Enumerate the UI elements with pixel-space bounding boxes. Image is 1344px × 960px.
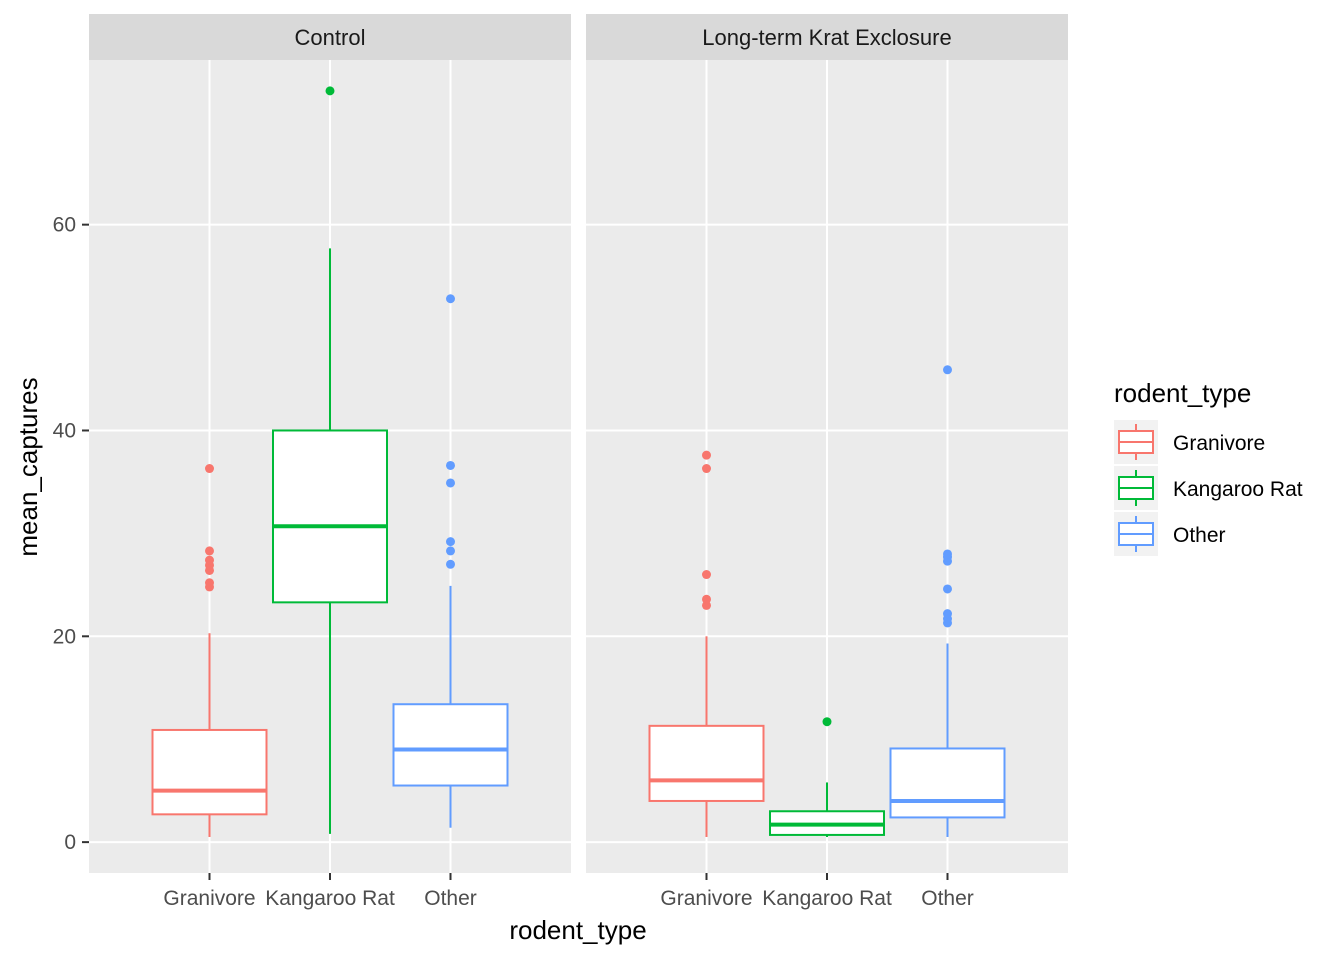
box-other bbox=[889, 365, 1006, 837]
y-axis-title: mean_captures bbox=[13, 377, 43, 556]
outlier-point bbox=[446, 478, 455, 488]
outlier-point bbox=[822, 717, 832, 727]
legend-label: Other bbox=[1173, 524, 1226, 547]
legend-label: Kangaroo Rat bbox=[1173, 478, 1303, 501]
x-tick-label: Other bbox=[921, 887, 974, 910]
outlier-point bbox=[446, 537, 455, 547]
box-kangaroo-rat bbox=[769, 717, 885, 837]
boxes bbox=[151, 86, 509, 837]
outlier-point bbox=[446, 559, 455, 569]
outlier-point bbox=[205, 464, 214, 474]
box-iqr bbox=[151, 728, 268, 816]
legend-title: rodent_type bbox=[1114, 378, 1251, 408]
x-axis-title: rodent_type bbox=[509, 915, 646, 945]
legend-item-kangaroo-rat: Kangaroo Rat bbox=[1114, 466, 1303, 510]
y-tick-label: 20 bbox=[53, 625, 76, 648]
outlier-point bbox=[205, 546, 214, 556]
box-iqr bbox=[889, 747, 1006, 819]
outlier-point bbox=[702, 464, 711, 474]
outlier-point bbox=[943, 584, 952, 594]
box-iqr bbox=[392, 703, 509, 787]
strip-label: Control bbox=[295, 25, 366, 50]
legend-item-granivore: Granivore bbox=[1114, 420, 1265, 464]
x-tick-label: Other bbox=[424, 887, 477, 910]
y-tick-label: 60 bbox=[53, 214, 76, 237]
boxes bbox=[648, 365, 1006, 837]
outlier-point bbox=[943, 365, 952, 375]
strip-label: Long-term Krat Exclosure bbox=[702, 25, 951, 50]
y-tick-label: 40 bbox=[53, 419, 76, 442]
legend-items: Granivore Kangaroo Rat Other bbox=[1114, 420, 1303, 556]
box-kangaroo-rat bbox=[272, 86, 388, 834]
box-iqr bbox=[272, 429, 388, 604]
facet-panel-exclosure: Long-term Krat Exclosure bbox=[586, 14, 1068, 873]
y-tick-label: 0 bbox=[64, 831, 76, 854]
outlier-point bbox=[702, 594, 711, 604]
facet-panel-control: Control bbox=[89, 14, 571, 873]
outlier-point bbox=[943, 549, 952, 559]
outlier-point bbox=[702, 600, 711, 610]
strip-background bbox=[586, 14, 1068, 60]
outlier-point bbox=[446, 294, 455, 304]
box-granivore bbox=[151, 464, 268, 837]
outlier-point bbox=[702, 450, 711, 460]
x-tick-label: Kangaroo Rat bbox=[265, 887, 395, 910]
outlier-point bbox=[205, 578, 214, 588]
box-granivore bbox=[648, 450, 765, 837]
outlier-point bbox=[325, 86, 335, 96]
box-other bbox=[392, 294, 509, 828]
outlier-point bbox=[205, 555, 214, 565]
outlier-point bbox=[446, 460, 455, 470]
outlier-point bbox=[943, 609, 952, 619]
legend-label: Granivore bbox=[1173, 432, 1265, 455]
legend: rodent_type Granivore Kangaroo Rat Other bbox=[1114, 378, 1303, 556]
legend-item-other: Other bbox=[1114, 512, 1226, 556]
x-tick-label: Kangaroo Rat bbox=[762, 887, 892, 910]
strip-background bbox=[89, 14, 571, 60]
x-tick-label: Granivore bbox=[163, 887, 255, 910]
y-axis: 0 20 40 60 bbox=[53, 214, 89, 854]
outlier-point bbox=[702, 570, 711, 580]
outlier-point bbox=[446, 546, 455, 556]
box-iqr bbox=[648, 724, 765, 802]
x-axis: Granivore Kangaroo Rat Other Granivore Kanga… bbox=[163, 873, 974, 910]
x-tick-label: Granivore bbox=[660, 887, 752, 910]
